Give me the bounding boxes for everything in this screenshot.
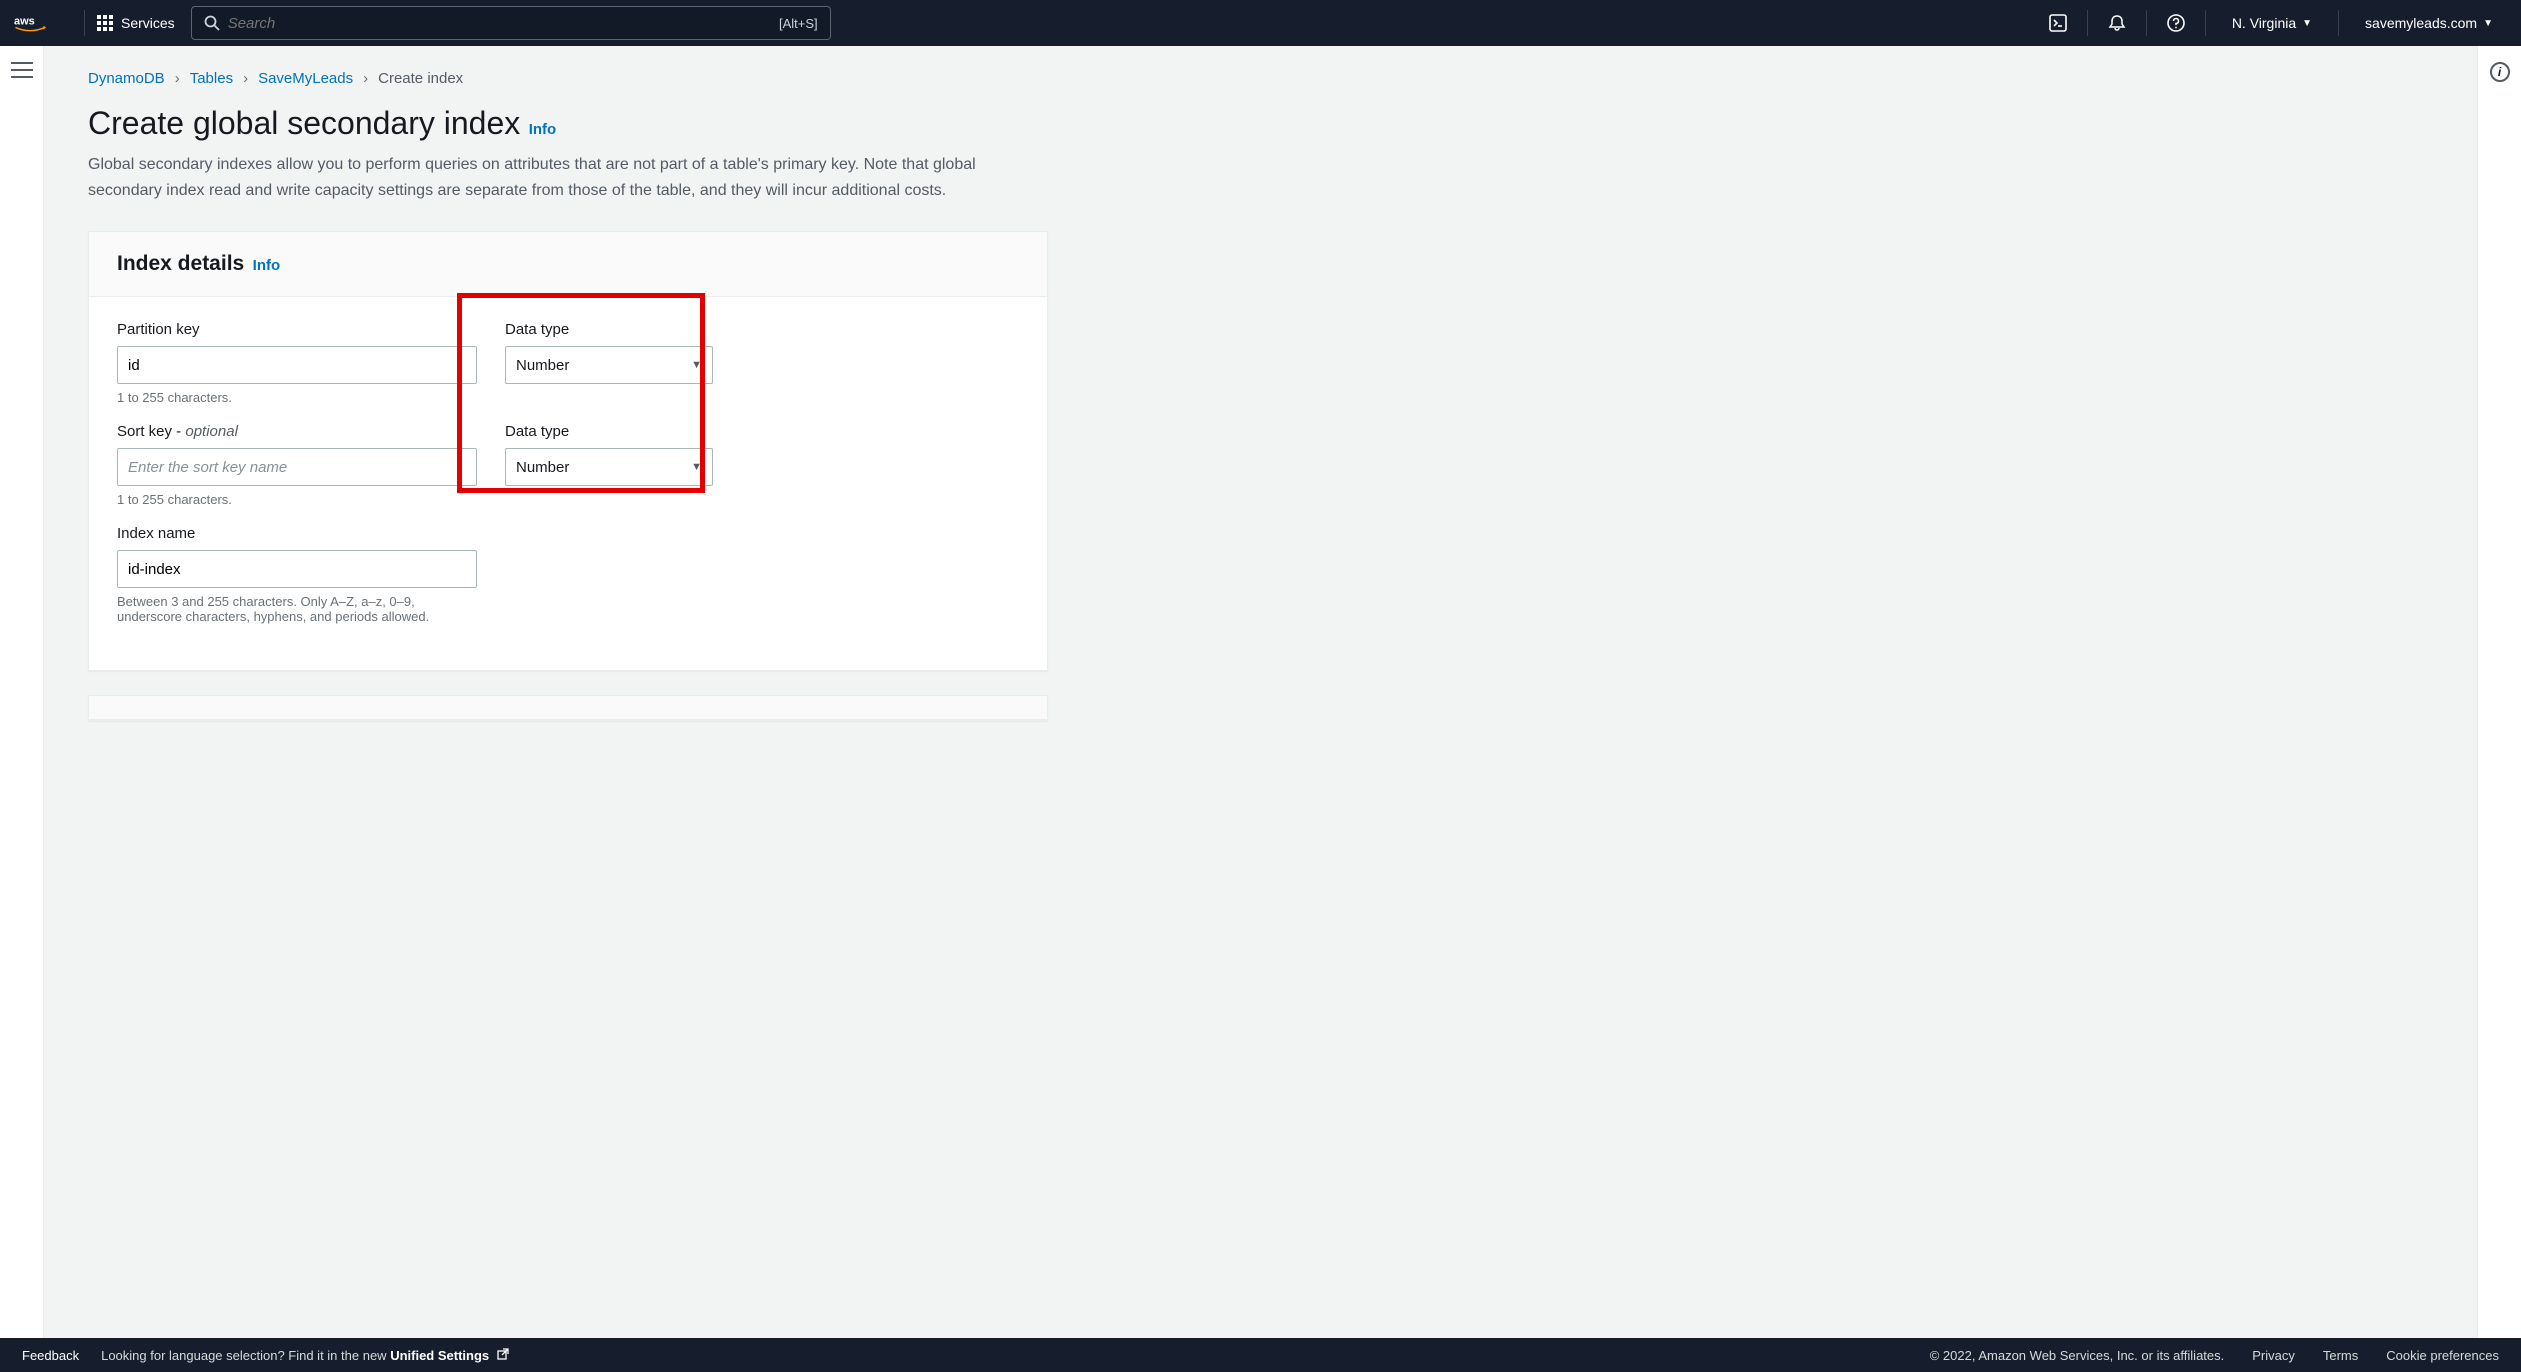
partition-key-datatype-field: Data type Number <box>505 321 713 405</box>
panel-header <box>89 696 1047 720</box>
info-link[interactable]: Info <box>529 121 557 138</box>
info-sidebar-collapsed: i <box>2477 46 2521 1338</box>
breadcrumb: DynamoDB › Tables › SaveMyLeads › Create… <box>88 70 2433 87</box>
index-name-input[interactable] <box>117 550 477 588</box>
divider <box>2205 10 2206 36</box>
terms-link[interactable]: Terms <box>2323 1348 2358 1363</box>
partition-key-datatype-select[interactable]: Number <box>505 346 713 384</box>
chevron-right-icon: › <box>175 70 180 87</box>
services-label: Services <box>121 15 175 31</box>
page-title: Create global secondary index <box>88 105 520 141</box>
chevron-down-icon: ▼ <box>2483 18 2493 29</box>
sort-key-datatype-select[interactable]: Number <box>505 448 713 486</box>
sort-key-label: Sort key - optional <box>117 423 477 440</box>
breadcrumb-link[interactable]: DynamoDB <box>88 70 165 87</box>
unified-settings-link[interactable]: Unified Settings <box>390 1348 509 1363</box>
copyright: © 2022, Amazon Web Services, Inc. or its… <box>1930 1348 2225 1363</box>
topnav-right: N. Virginia ▼ savemyleads.com ▼ <box>2041 6 2507 40</box>
footer-right: © 2022, Amazon Web Services, Inc. or its… <box>1930 1348 2499 1363</box>
sort-key-hint: 1 to 255 characters. <box>117 492 477 507</box>
page-header: Create global secondary index Info <box>88 105 2433 142</box>
partition-key-row: Partition key 1 to 255 characters. Data … <box>117 321 1019 405</box>
datatype-label: Data type <box>505 423 713 440</box>
panel-header: Index details Info <box>89 232 1047 297</box>
content-wrap: DynamoDB › Tables › SaveMyLeads › Create… <box>0 46 2521 1338</box>
chevron-down-icon: ▼ <box>2302 18 2312 29</box>
search-input[interactable] <box>228 15 779 32</box>
help-icon[interactable] <box>2159 6 2193 40</box>
search-shortcut: [Alt+S] <box>779 16 818 31</box>
index-details-panel: Index details Info Partition key 1 to 25… <box>88 231 1048 671</box>
account-selector[interactable]: savemyleads.com ▼ <box>2351 15 2507 31</box>
top-nav: aws Services [Alt+S] N. Virginia ▼ savem… <box>0 0 2521 46</box>
aws-logo[interactable]: aws <box>14 13 58 33</box>
region-selector[interactable]: N. Virginia ▼ <box>2218 15 2326 31</box>
index-name-field: Index name Between 3 and 255 characters.… <box>117 525 1019 624</box>
index-name-row: Index name Between 3 and 255 characters.… <box>117 525 1019 624</box>
feedback-link[interactable]: Feedback <box>22 1348 79 1363</box>
breadcrumb-link[interactable]: Tables <box>190 70 233 87</box>
sort-key-field: Sort key - optional 1 to 255 characters. <box>117 423 477 507</box>
divider <box>84 10 85 36</box>
account-label: savemyleads.com <box>2365 15 2477 31</box>
info-link[interactable]: Info <box>253 257 281 274</box>
panel-title: Index details <box>117 252 244 275</box>
partition-key-input[interactable] <box>117 346 477 384</box>
breadcrumb-link[interactable]: SaveMyLeads <box>258 70 353 87</box>
info-icon[interactable]: i <box>2490 62 2510 82</box>
sidebar-collapsed <box>0 46 44 1338</box>
partition-key-hint: 1 to 255 characters. <box>117 390 477 405</box>
footer: Feedback Looking for language selection?… <box>0 1338 2521 1372</box>
svg-text:aws: aws <box>14 15 35 27</box>
datatype-label: Data type <box>505 321 713 338</box>
cookie-prefs-link[interactable]: Cookie preferences <box>2386 1348 2499 1363</box>
next-panel <box>88 695 1048 721</box>
hamburger-icon[interactable] <box>11 62 33 78</box>
sort-key-row: Sort key - optional 1 to 255 characters.… <box>117 423 1019 507</box>
index-name-hint: Between 3 and 255 characters. Only A–Z, … <box>117 594 477 624</box>
divider <box>2087 10 2088 36</box>
select-value: Number <box>516 459 569 476</box>
sort-key-datatype-field: Data type Number <box>505 423 713 507</box>
chevron-right-icon: › <box>363 70 368 87</box>
search-box[interactable]: [Alt+S] <box>191 6 831 40</box>
panel-body: Partition key 1 to 255 characters. Data … <box>89 297 1047 670</box>
partition-key-field: Partition key 1 to 255 characters. <box>117 321 477 405</box>
region-label: N. Virginia <box>2232 15 2296 31</box>
chevron-right-icon: › <box>243 70 248 87</box>
page-description: Global secondary indexes allow you to pe… <box>88 152 1048 203</box>
external-link-icon <box>497 1348 509 1360</box>
sort-key-input[interactable] <box>117 448 477 486</box>
select-value: Number <box>516 357 569 374</box>
main-content: DynamoDB › Tables › SaveMyLeads › Create… <box>44 46 2477 1338</box>
divider <box>2338 10 2339 36</box>
divider <box>2146 10 2147 36</box>
cloudshell-icon[interactable] <box>2041 6 2075 40</box>
notifications-icon[interactable] <box>2100 6 2134 40</box>
services-grid-icon <box>97 15 113 31</box>
index-name-label: Index name <box>117 525 1019 542</box>
language-notice: Looking for language selection? Find it … <box>101 1348 509 1363</box>
search-icon <box>204 15 220 31</box>
partition-key-label: Partition key <box>117 321 477 338</box>
breadcrumb-current: Create index <box>378 70 463 87</box>
privacy-link[interactable]: Privacy <box>2252 1348 2295 1363</box>
services-menu[interactable]: Services <box>97 15 175 31</box>
